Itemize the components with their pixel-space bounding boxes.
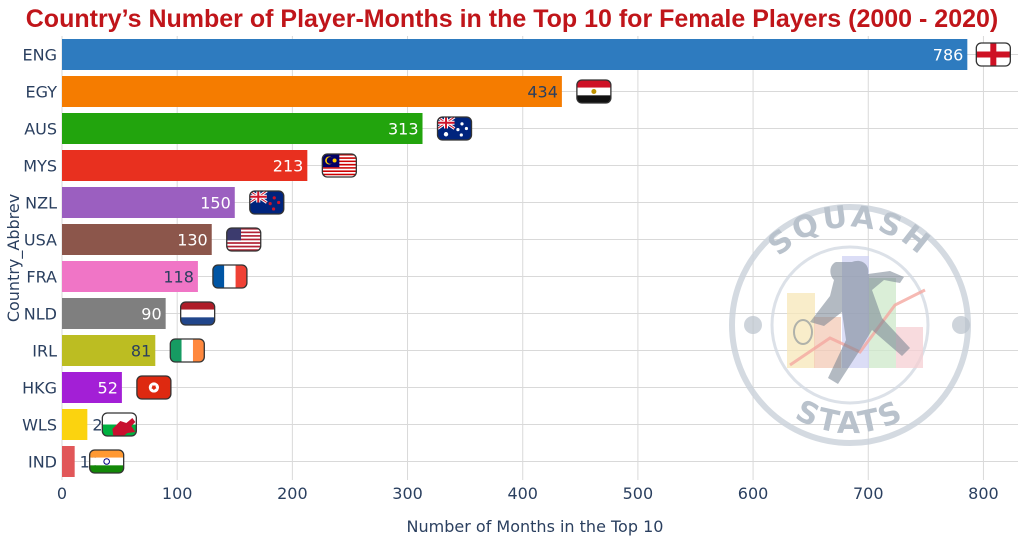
chart-title: Country’s Number of Player-Months in the… <box>26 5 999 33</box>
wales-flag-icon <box>101 412 137 437</box>
watermark-bar <box>787 293 815 368</box>
bar-wls <box>62 409 88 440</box>
bar-irl <box>62 335 156 366</box>
bar-value-label-egy: 434 <box>527 83 558 102</box>
watermark-ring-inner <box>770 245 930 405</box>
x-tick-label: 0 <box>57 484 67 503</box>
x-tick-label: 700 <box>853 484 884 503</box>
x-tick-label: 500 <box>623 484 654 503</box>
x-tick-label: 200 <box>277 484 308 503</box>
x-tick-label: 800 <box>968 484 999 503</box>
bar-value-label-aus: 313 <box>388 120 419 139</box>
y-tick-labels: ENG EGY AUS MYS NZL USA FRA NLD IRL HKG WLS IND <box>22 46 57 472</box>
england-flag-icon <box>975 42 1011 67</box>
watermark-dot-right <box>952 316 970 334</box>
y-tick-label-irl: IRL <box>32 342 57 361</box>
y-tick-label-usa: USA <box>24 231 57 250</box>
france-flag-icon <box>212 264 248 289</box>
watermark-player-silhouette <box>810 260 910 384</box>
x-tick-labels: 0 100 200 300 400 500 600 700 800 <box>57 484 999 503</box>
bar-hkg <box>62 372 122 403</box>
australia-flag-icon <box>436 116 473 141</box>
bar-mys <box>62 150 308 181</box>
bar-fra <box>62 261 198 292</box>
new-zealand-flag-icon <box>249 190 285 215</box>
bar-nld <box>62 298 166 329</box>
x-tick-label: 600 <box>738 484 769 503</box>
bar-egy <box>62 76 562 107</box>
y-tick-label-fra: FRA <box>26 268 57 287</box>
bar-value-label-eng: 786 <box>933 46 964 65</box>
watermark-dot-left <box>744 316 762 334</box>
x-tick-label: 300 <box>392 484 423 503</box>
bar-value-label-irl: 81 <box>131 342 151 361</box>
watermark-trend-line <box>789 288 926 367</box>
egypt-flag-icon <box>576 79 612 104</box>
bars: 7864343132131501301189081522211 <box>62 39 1011 477</box>
hong-kong-flag-icon <box>136 375 172 400</box>
x-axis-title: Number of Months in the Top 10 <box>407 517 664 536</box>
y-tick-label-egy: EGY <box>26 83 58 102</box>
bar-eng <box>62 39 968 70</box>
bar-aus <box>62 113 423 144</box>
watermark-racket <box>793 319 813 345</box>
bar-usa <box>62 224 212 255</box>
y-tick-label-hkg: HKG <box>22 379 57 398</box>
y-tick-label-nzl: NZL <box>25 194 57 213</box>
usa-flag-icon <box>226 227 262 252</box>
netherlands-flag-icon <box>180 301 216 326</box>
ireland-flag-icon <box>169 338 205 363</box>
x-tick-label: 400 <box>507 484 538 503</box>
bar-ind <box>62 446 75 477</box>
bar-value-label-hkg: 52 <box>98 379 118 398</box>
y-axis-title: Country_Abbrev <box>4 194 24 322</box>
y-tick-label-aus: AUS <box>24 120 57 139</box>
x-tick-label: 100 <box>162 484 193 503</box>
bar-value-label-mys: 213 <box>273 157 304 176</box>
y-tick-label-wls: WLS <box>22 416 57 435</box>
y-tick-label-mys: MYS <box>23 157 57 176</box>
y-tick-label-nld: NLD <box>24 305 57 324</box>
bar-value-label-nld: 90 <box>141 305 161 324</box>
bar-value-label-nzl: 150 <box>200 194 231 213</box>
india-flag-icon <box>89 449 125 474</box>
bar-value-label-usa: 130 <box>177 231 208 250</box>
bar-value-label-fra: 118 <box>163 268 194 287</box>
malaysia-flag-icon <box>321 153 357 178</box>
y-tick-label-eng: ENG <box>23 46 57 65</box>
bar-nzl <box>62 187 235 218</box>
y-tick-label-ind: IND <box>28 453 57 472</box>
